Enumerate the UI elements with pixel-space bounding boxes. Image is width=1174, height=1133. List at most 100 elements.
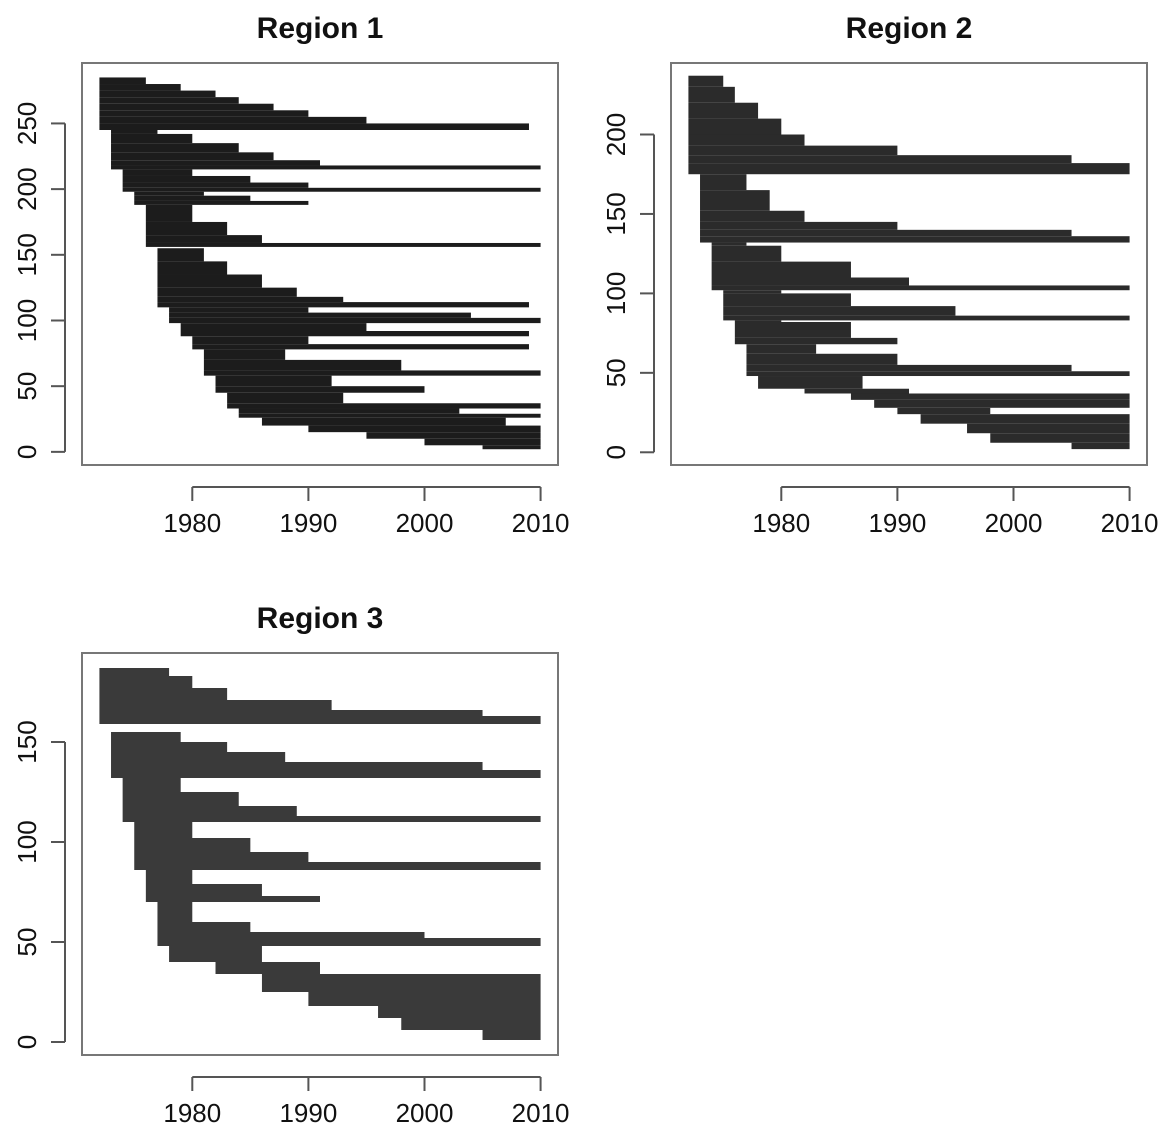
lifeline-block (157, 248, 204, 262)
y-tick-label: 0 (12, 1035, 42, 1049)
lifeline-block (111, 152, 274, 161)
lifeline-block (145, 204, 193, 222)
lifeline-block (700, 174, 747, 191)
lifeline-block (688, 102, 759, 119)
plot-frame (81, 62, 559, 466)
lifeline-block (238, 408, 460, 414)
lifeline-block (157, 302, 529, 308)
lifeline-block (122, 182, 309, 188)
lifeline-block (134, 822, 193, 838)
lifeline-block (227, 392, 344, 404)
lifeline-block (804, 388, 909, 394)
lifeline-block (111, 770, 541, 778)
lifeline-block (688, 134, 805, 146)
lifeline-block (180, 331, 529, 337)
lifeline-block (723, 293, 851, 307)
lifeline-block (711, 242, 747, 246)
lifeline-block (99, 688, 228, 700)
lifeline-block (758, 376, 863, 389)
panel-title: Region 2 (846, 12, 973, 45)
lifeline-block (723, 290, 782, 294)
lifeline-block (122, 169, 193, 176)
lifeline-block (238, 413, 541, 418)
lifeline-block (134, 195, 251, 201)
x-tick-label: 2010 (512, 1098, 570, 1128)
lifeline-block (482, 1030, 541, 1040)
lifeline-block (111, 732, 181, 742)
lifeline-block (203, 349, 286, 360)
lifeline-block (192, 344, 529, 350)
lifeline-block (157, 296, 344, 303)
lifeline-block (700, 229, 1072, 237)
lifeline-block (424, 438, 541, 446)
lifeline-block (111, 742, 228, 752)
y-tick-label: 200 (601, 113, 631, 156)
lifeline-block (145, 235, 262, 243)
y-tick-label: 100 (12, 820, 42, 863)
lifeline-block (215, 962, 320, 974)
x-tick-label: 2000 (985, 508, 1043, 538)
lifeline-block (723, 315, 1130, 321)
lifeline-block (111, 165, 541, 170)
lifeline-block (746, 371, 1130, 377)
y-tick-label: 50 (12, 372, 42, 401)
lifeline-block (700, 236, 1130, 243)
y-tick-label: 50 (601, 358, 631, 387)
lifeline-block (700, 190, 770, 211)
lifeline-block (180, 323, 367, 331)
lifeline-block (203, 359, 402, 371)
y-tick-label: 150 (12, 233, 42, 276)
lifeline-block (99, 90, 216, 98)
lifeline-block (215, 375, 332, 387)
lifeline-block (122, 175, 251, 183)
lifeline-block (99, 710, 483, 716)
lifeline-block (723, 306, 956, 316)
lifeline-block (711, 261, 851, 278)
lifeline-block (711, 245, 782, 262)
lifeline-block (366, 432, 541, 439)
lifeline-block (203, 370, 541, 376)
lifeline-block (308, 992, 541, 1006)
lifeline-block (746, 344, 817, 354)
lifeline-block (99, 84, 181, 91)
y-tick-label: 0 (12, 445, 42, 459)
lifeline-block (897, 407, 991, 415)
lifeline-block (145, 870, 193, 884)
lifeline-block (874, 399, 1130, 408)
lifeline-block (99, 110, 309, 117)
lifeline-block (192, 336, 309, 345)
lifeline-block (967, 423, 1130, 434)
lifeline-block (746, 364, 1072, 372)
x-tick-label: 2000 (396, 1098, 454, 1128)
x-tick-label: 1990 (279, 508, 337, 538)
lifeline-block (122, 792, 239, 806)
lifeline-block (99, 668, 170, 676)
lifeline-block (746, 353, 898, 365)
lifeline-block (134, 191, 204, 196)
y-tick-label: 150 (12, 720, 42, 763)
x-tick-label: 2010 (512, 508, 570, 538)
lifeline-block (111, 143, 239, 153)
lifeline-block (111, 133, 193, 144)
lifeline-block (145, 242, 541, 247)
lifeline-block (157, 922, 251, 932)
y-tick-label: 100 (601, 272, 631, 315)
lifeline-block (700, 210, 805, 222)
x-tick-label: 2010 (1101, 508, 1159, 538)
lifeline-block (122, 187, 541, 192)
y-tick-label: 200 (12, 167, 42, 210)
lifeline-block (711, 277, 909, 286)
lifeline-block (688, 155, 1072, 164)
lifeline-block (111, 130, 158, 134)
y-tick-label: 250 (12, 102, 42, 145)
lifeline-block (688, 118, 782, 135)
lifeline-block (688, 163, 1130, 175)
x-tick-label: 2000 (396, 508, 454, 538)
lifeline-block (99, 116, 367, 124)
lifeline-block (99, 716, 541, 724)
lifeline-block (261, 974, 541, 992)
lifeline-block (169, 317, 541, 324)
panel-title: Region 3 (257, 602, 384, 635)
lifeline-block (111, 752, 286, 762)
